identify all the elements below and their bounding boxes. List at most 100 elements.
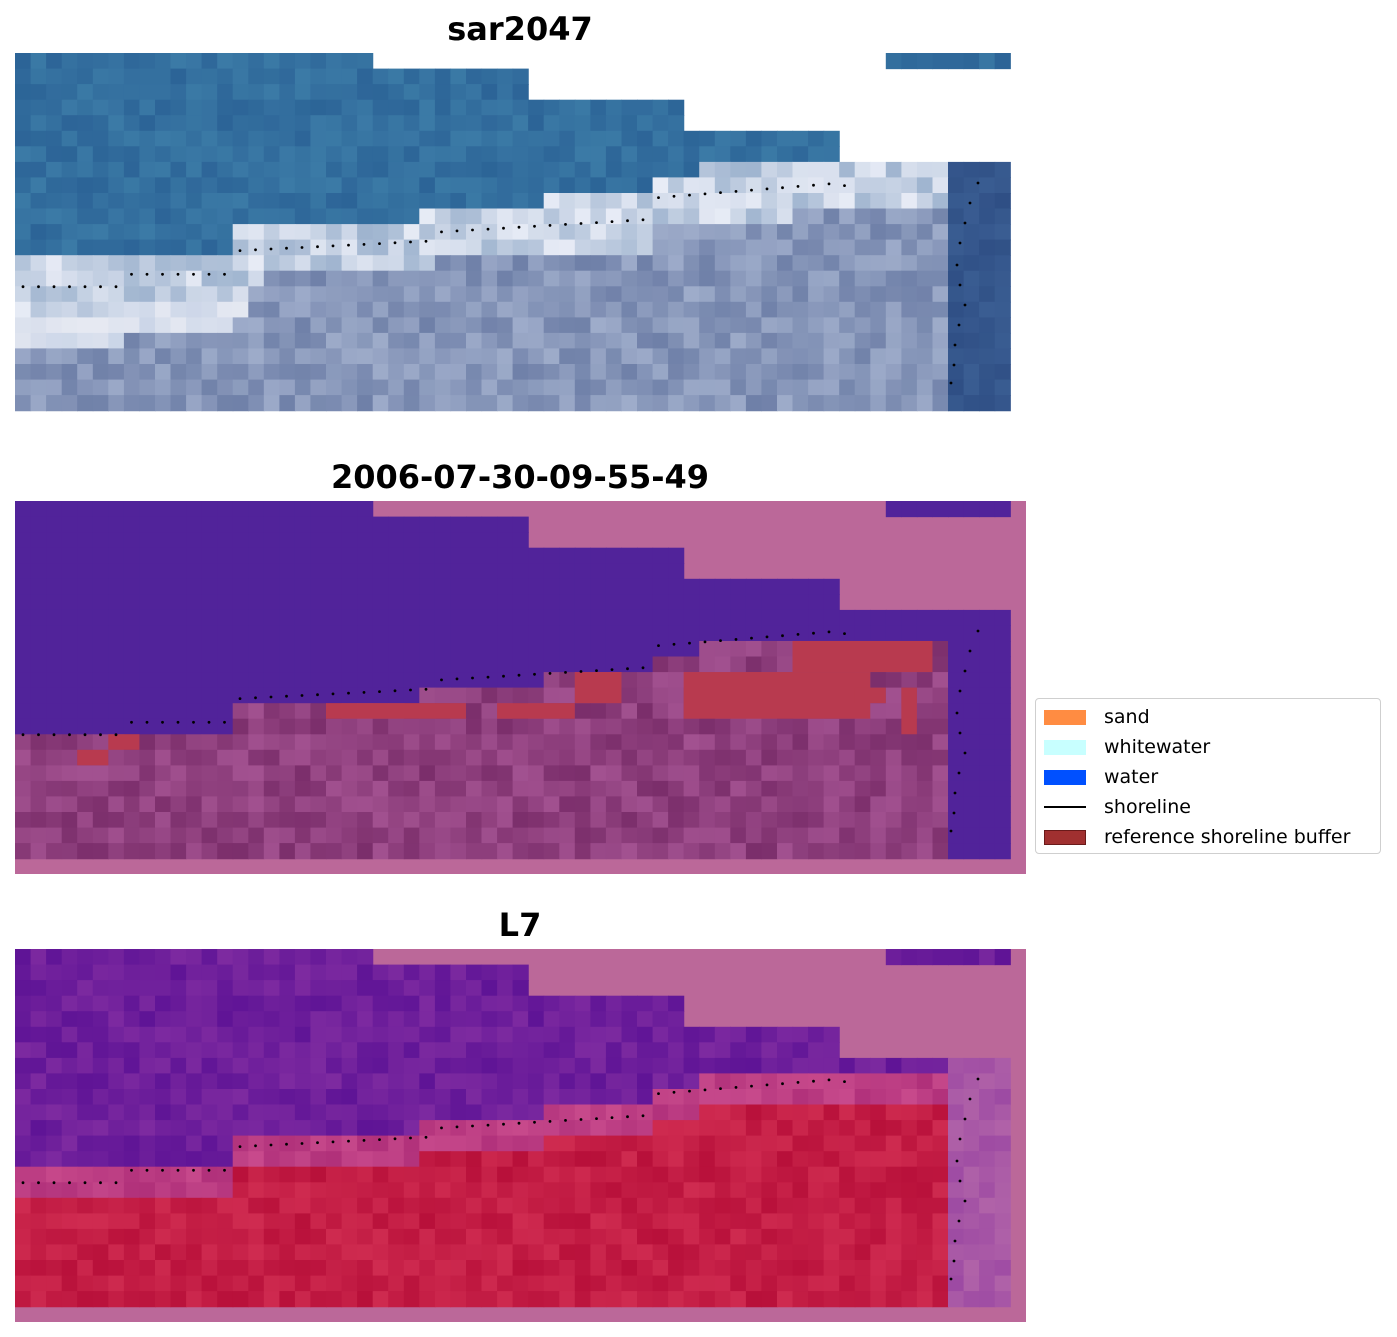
pixel bbox=[357, 177, 374, 194]
pixel bbox=[92, 1213, 109, 1230]
pixel bbox=[419, 594, 436, 611]
pixel bbox=[357, 547, 374, 564]
pixel bbox=[714, 1166, 731, 1183]
shoreline-dot bbox=[843, 632, 846, 635]
pixel bbox=[885, 812, 902, 829]
pixel bbox=[310, 718, 327, 735]
pixel bbox=[994, 1057, 1011, 1075]
pixel bbox=[605, 193, 623, 210]
pixel bbox=[310, 563, 327, 580]
pixel bbox=[901, 949, 918, 966]
pixel bbox=[559, 177, 576, 194]
shoreline-dot bbox=[471, 1124, 474, 1128]
pixel bbox=[419, 718, 436, 735]
pixel bbox=[745, 609, 763, 627]
pixel bbox=[574, 734, 591, 751]
pixel bbox=[450, 1260, 467, 1277]
pixel bbox=[901, 1089, 918, 1106]
pixel bbox=[450, 532, 467, 549]
pixel bbox=[92, 177, 109, 194]
pixel bbox=[419, 964, 436, 981]
pixel bbox=[61, 594, 78, 611]
pixel bbox=[839, 625, 856, 642]
pixel bbox=[170, 1057, 187, 1075]
pixel bbox=[279, 949, 296, 966]
pixel bbox=[948, 1057, 965, 1075]
pixel bbox=[310, 395, 327, 412]
pixel bbox=[388, 239, 405, 256]
pixel bbox=[310, 625, 327, 642]
pixel bbox=[637, 1073, 654, 1090]
pixel bbox=[15, 672, 32, 689]
pixel bbox=[481, 532, 498, 549]
pixel bbox=[155, 1104, 172, 1121]
pixel bbox=[481, 995, 498, 1012]
pixel bbox=[497, 286, 514, 303]
pixel bbox=[108, 749, 125, 766]
pixel bbox=[419, 516, 436, 533]
pixel bbox=[108, 130, 125, 147]
pixel bbox=[310, 843, 327, 860]
pixel bbox=[326, 656, 343, 673]
pixel bbox=[388, 193, 405, 210]
pixel bbox=[808, 193, 825, 210]
shoreline-dot bbox=[300, 1142, 304, 1145]
shoreline-dot bbox=[781, 1082, 784, 1086]
pixel bbox=[497, 364, 514, 381]
shoreline-dot bbox=[161, 272, 164, 276]
pixel bbox=[652, 563, 669, 580]
pixel bbox=[481, 734, 498, 751]
pixel bbox=[388, 146, 405, 163]
pixel bbox=[543, 672, 560, 689]
pixel bbox=[637, 812, 654, 829]
pixel bbox=[699, 1135, 716, 1152]
pixel bbox=[481, 1120, 498, 1137]
shoreline-dot bbox=[176, 1168, 180, 1172]
pixel bbox=[870, 1291, 887, 1308]
pixel bbox=[123, 609, 141, 627]
pixel bbox=[777, 1291, 794, 1308]
pixel bbox=[30, 301, 47, 318]
pixel bbox=[466, 703, 483, 720]
pixel bbox=[170, 532, 187, 549]
pixel bbox=[948, 193, 965, 210]
pixel bbox=[792, 734, 809, 751]
pixel bbox=[948, 53, 965, 70]
pixel bbox=[543, 1182, 560, 1199]
pixel bbox=[621, 130, 638, 147]
pixel bbox=[916, 703, 934, 720]
reference-buffer-patch bbox=[901, 687, 917, 735]
pixel bbox=[948, 625, 965, 642]
shoreline-dot bbox=[471, 676, 474, 680]
pixel bbox=[699, 1182, 716, 1199]
pixel bbox=[730, 1151, 747, 1168]
pixel bbox=[139, 1166, 156, 1183]
pixel bbox=[963, 609, 980, 627]
pixel bbox=[15, 364, 32, 381]
pixel bbox=[155, 980, 172, 997]
pixel bbox=[730, 270, 747, 287]
pixel bbox=[777, 796, 794, 813]
pixel bbox=[263, 687, 280, 704]
reference-buffer-patch bbox=[574, 672, 622, 704]
shoreline-dot bbox=[610, 1116, 614, 1119]
pixel bbox=[901, 749, 918, 766]
pixel bbox=[30, 1166, 47, 1183]
pixel bbox=[605, 609, 623, 627]
pixel bbox=[108, 594, 125, 611]
pixel bbox=[341, 563, 358, 580]
pixel bbox=[217, 270, 234, 287]
pixel bbox=[15, 1275, 32, 1292]
pixel bbox=[108, 1057, 125, 1075]
pixel bbox=[357, 827, 374, 844]
pixel bbox=[372, 395, 389, 412]
pixel bbox=[279, 224, 296, 241]
pixel bbox=[217, 68, 234, 85]
pixel bbox=[512, 1104, 529, 1121]
pixel bbox=[450, 379, 467, 396]
pixel bbox=[854, 193, 871, 210]
pixel bbox=[139, 780, 156, 798]
pixel bbox=[92, 765, 109, 782]
pixel bbox=[605, 563, 623, 580]
pixel bbox=[823, 301, 840, 318]
